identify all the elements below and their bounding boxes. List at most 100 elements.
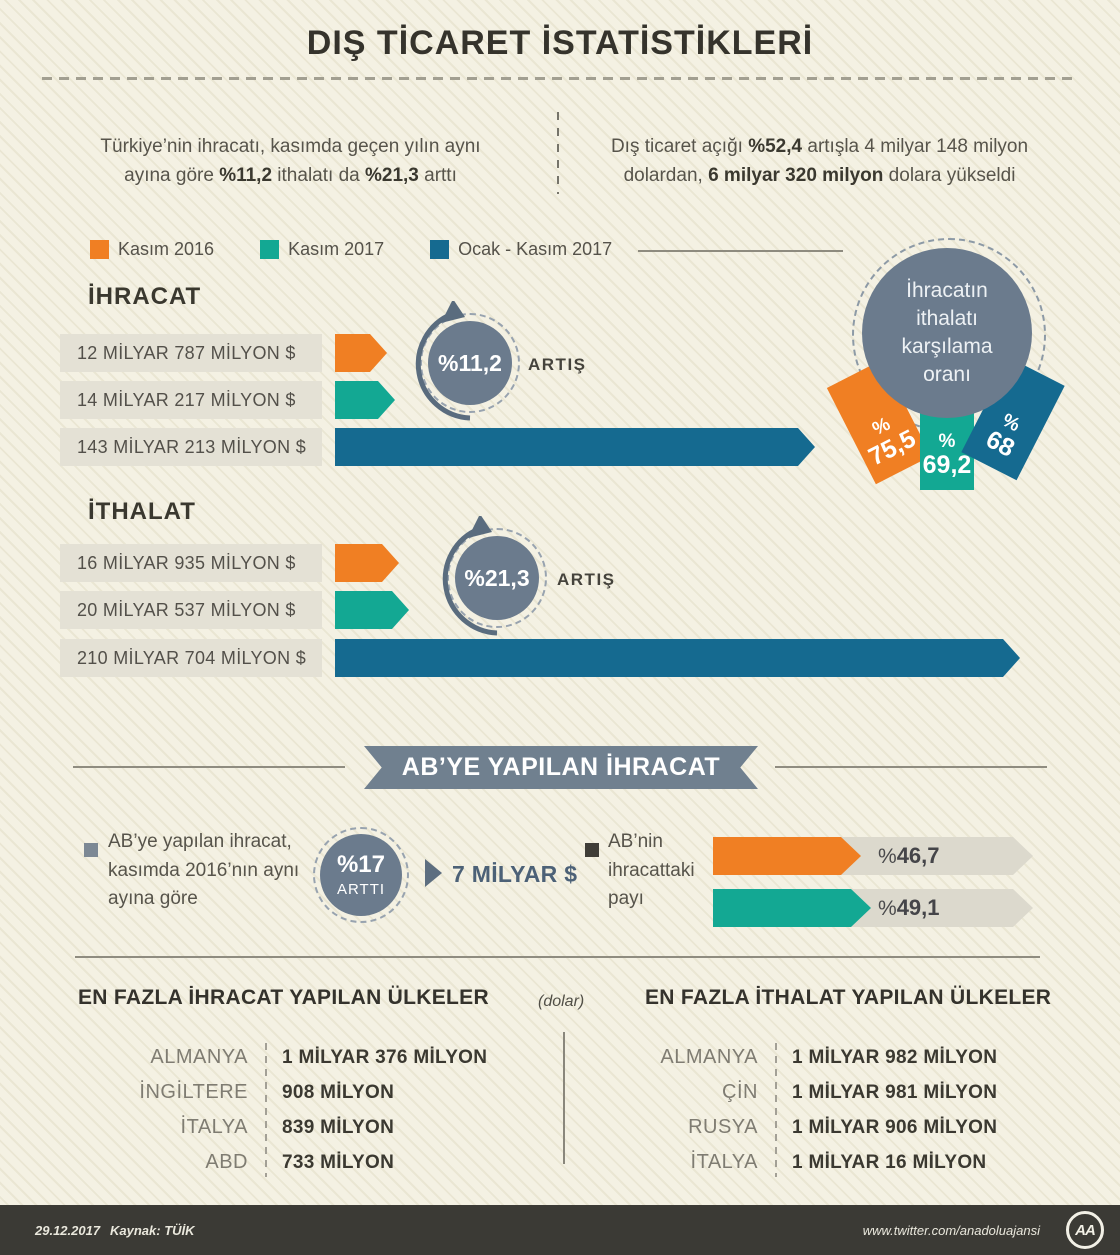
country-value: 1 MİLYAR 906 MİLYON (792, 1116, 998, 1138)
share-bar-fill-orange (713, 837, 861, 875)
exports-value-label: 12 MİLYAR 787 MİLYON $ (60, 334, 322, 372)
country-value: 908 MİLYON (282, 1081, 395, 1103)
banner-rule-left (73, 766, 345, 768)
legend-rule (638, 250, 843, 252)
exports-increase-caption: ARTIŞ (528, 355, 587, 374)
imports-increase-circle: %21,3 (442, 516, 547, 636)
exports-bar-kasim-2017 (335, 381, 395, 419)
intro-exports-text: Türkiye’nin ihracatı, kasımda geçen yılı… (100, 136, 481, 187)
banner-rule-right (775, 766, 1047, 768)
eu-increase-caption: ARTTI (336, 880, 386, 898)
country-value: 1 MİLYAR 981 MİLYON (792, 1081, 998, 1103)
table-row: İTALYA 1 MİLYAR 16 MİLYON (608, 1145, 1068, 1180)
imports-increase-value: %21,3 (455, 536, 539, 620)
share-bar-fill-teal (713, 889, 871, 927)
eu-increase-disc: %17 ARTTI (320, 834, 402, 916)
table-row: İNGİLTERE 908 MİLYON (78, 1075, 528, 1110)
dashed-ring (313, 827, 409, 923)
eu-note-bullet (84, 843, 98, 857)
country-name: ALMANYA (660, 1046, 758, 1068)
imports-increase-caption: ARTIŞ (557, 570, 616, 589)
coverage-badge: İhracatın ithalatı karşılama oranı (862, 248, 1032, 418)
eu-result-value: 7 MİLYAR $ (452, 861, 578, 887)
table-row: ALMANYA 1 MİLYAR 376 MİLYON (78, 1040, 528, 1075)
country-value: 839 MİLYON (282, 1116, 395, 1138)
intro-deficit-text: Dış ticaret açığı %52,4 artışla 4 milyar… (610, 136, 1029, 187)
eu-share-bar-kasim-2016: %46,7 (713, 837, 1033, 875)
dashed-ring (447, 528, 547, 628)
imports-value-label: 16 MİLYAR 935 MİLYON $ (60, 544, 322, 582)
legend-label: Kasım 2017 (288, 239, 385, 259)
country-name: ABD (205, 1151, 248, 1173)
legend-swatch-blue (430, 240, 450, 259)
tables-unit-label: (dolar) (538, 993, 585, 1010)
title-divider (42, 77, 1078, 80)
legend-item-kasim-2016: Kasım 2016 (90, 239, 214, 260)
legend-item-kasim-2017: Kasım 2017 (260, 239, 384, 260)
table-column-divider (775, 1043, 777, 1177)
legend-label: Kasım 2016 (118, 239, 215, 259)
imports-bar-ocak-kasim-2017 (335, 639, 1020, 677)
page-title: DIŞ TİCARET İSTATİSTİKLERİ (306, 24, 814, 62)
legend-item-ocak-kasim-2017: Ocak - Kasım 2017 (430, 239, 612, 260)
country-value: 1 MİLYAR 982 MİLYON (792, 1046, 998, 1068)
footer-twitter-url[interactable]: www.twitter.com/anadoluajansi (862, 1223, 1040, 1238)
exports-value-label: 143 MİLYAR 213 MİLYON $ (60, 428, 322, 466)
country-value: 733 MİLYON (282, 1151, 395, 1173)
tables-vertical-divider (563, 1032, 565, 1164)
legend-swatch-teal (260, 240, 280, 259)
footer-date: 29.12.2017 (35, 1223, 101, 1238)
country-name: ÇİN (722, 1081, 758, 1103)
country-name: RUSYA (688, 1116, 758, 1138)
country-name: İTALYA (180, 1116, 248, 1138)
country-name: İTALYA (690, 1151, 758, 1173)
country-name: ALMANYA (150, 1046, 248, 1068)
eu-share-bar-kasim-2017: %49,1 (713, 889, 1033, 927)
country-value: 1 MİLYAR 16 MİLYON (792, 1151, 987, 1173)
footer-source: Kaynak: TÜİK (110, 1223, 195, 1238)
top-imports-table: ALMANYA 1 MİLYAR 982 MİLYON ÇİN 1 MİLYAR… (608, 1040, 1068, 1180)
imports-bar-kasim-2016 (335, 544, 399, 582)
eu-increase-value: %17 (336, 851, 386, 879)
exports-bar-kasim-2016 (335, 334, 387, 372)
table-row: ABD 733 MİLYON (78, 1145, 528, 1180)
legend-swatch-orange (90, 240, 109, 259)
table-row: İTALYA 839 MİLYON (78, 1110, 528, 1145)
footer-bar: 29.12.2017 Kaynak: TÜİK www.twitter.com/… (0, 1205, 1120, 1255)
dashed-ring (420, 313, 520, 413)
country-name: İNGİLTERE (139, 1081, 248, 1103)
legend-label: Ocak - Kasım 2017 (458, 239, 613, 259)
increase-arrow-icon (442, 516, 498, 636)
imports-heading: İTHALAT (88, 498, 196, 525)
arrow-right-icon (425, 859, 442, 887)
tables-separator (75, 956, 1040, 958)
table-row: RUSYA 1 MİLYAR 906 MİLYON (608, 1110, 1068, 1145)
eu-note-left: AB’ye yapılan ihracat, kasımda 2016’nın … (108, 831, 300, 909)
increase-arrow-icon (415, 301, 471, 421)
table-column-divider (265, 1043, 267, 1177)
country-value: 1 MİLYAR 376 MİLYON (282, 1046, 488, 1068)
table-row: ALMANYA 1 MİLYAR 982 MİLYON (608, 1040, 1068, 1075)
anadolu-agency-logo: AA (1066, 1211, 1104, 1249)
eu-note-right: AB’nin ihracattaki payı (608, 831, 695, 909)
top-exports-table: ALMANYA 1 MİLYAR 376 MİLYON İNGİLTERE 90… (78, 1040, 528, 1180)
imports-value-label: 20 MİLYAR 537 MİLYON $ (60, 591, 322, 629)
exports-heading: İHRACAT (88, 283, 202, 310)
exports-increase-value: %11,2 (428, 321, 512, 405)
top-exports-heading: EN FAZLA İHRACAT YAPILAN ÜLKELER (78, 986, 489, 1009)
imports-value-label: 210 MİLYAR 704 MİLYON $ (60, 639, 322, 677)
top-imports-heading: EN FAZLA İTHALAT YAPILAN ÜLKELER (645, 986, 1052, 1009)
eu-increase-circle: %17 ARTTI (313, 827, 409, 923)
eu-share-bullet (585, 843, 599, 857)
eu-share-value: %46,7 (878, 843, 940, 868)
exports-value-label: 14 MİLYAR 217 MİLYON $ (60, 381, 322, 419)
exports-bar-ocak-kasim-2017 (335, 428, 815, 466)
eu-exports-banner: AB’YE YAPILAN İHRACAT (364, 746, 758, 789)
imports-bar-kasim-2017 (335, 591, 409, 629)
eu-share-value: %49,1 (878, 895, 940, 920)
intro-divider (557, 112, 559, 194)
table-row: ÇİN 1 MİLYAR 981 MİLYON (608, 1075, 1068, 1110)
legend: Kasım 2016 Kasım 2017 Ocak - Kasım 2017 (90, 239, 612, 260)
exports-increase-circle: %11,2 (415, 301, 520, 421)
